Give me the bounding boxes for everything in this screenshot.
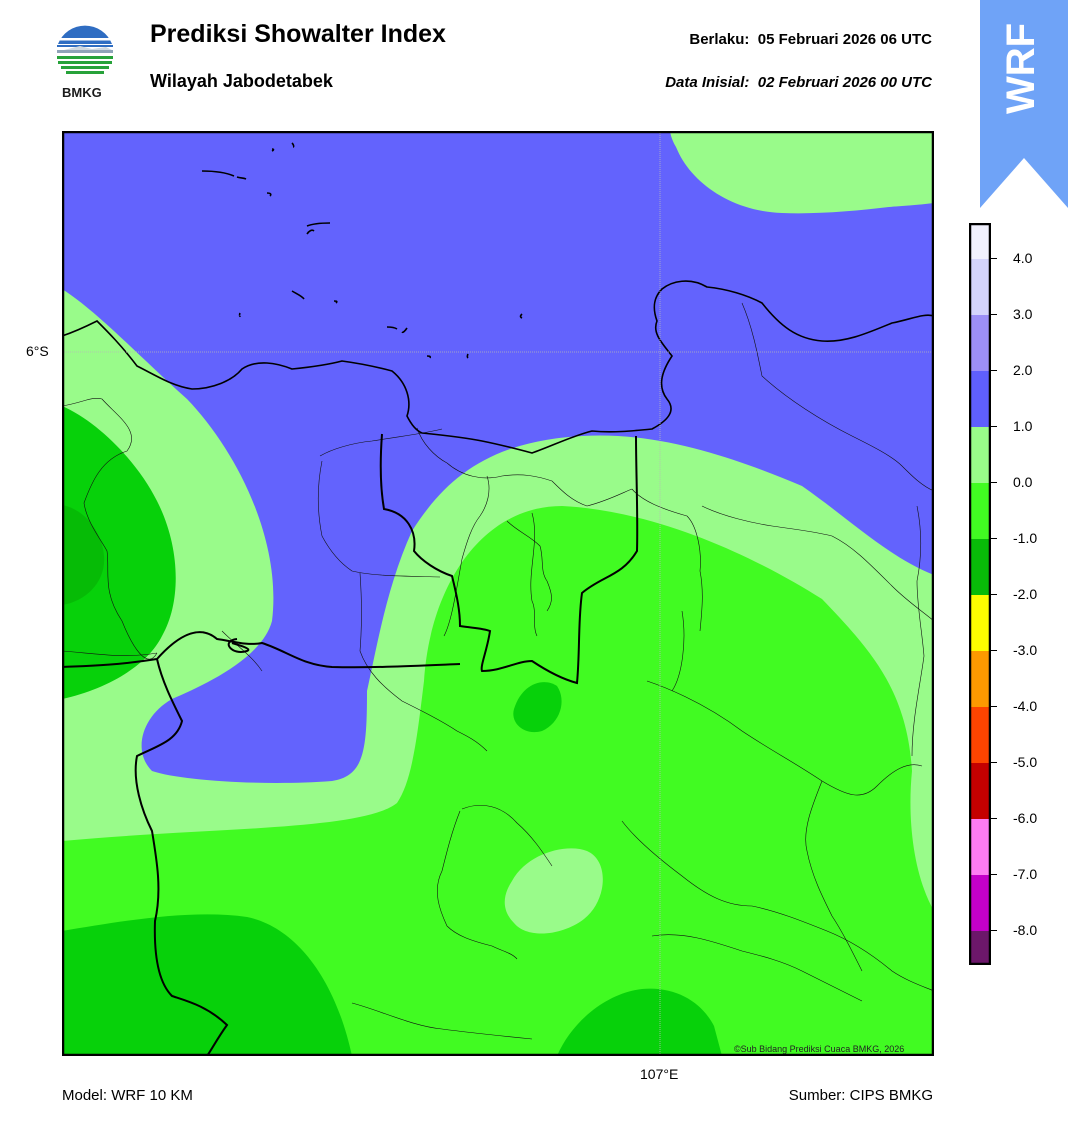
band-m2-m1-south	[62, 914, 352, 1056]
wrf-badge-shape	[980, 0, 1068, 208]
colorbar-segment	[969, 427, 991, 483]
colorbar-tick-mark	[991, 650, 997, 651]
colorbar-tick-mark	[991, 370, 997, 371]
colorbar-tick-label: -2.0	[1013, 586, 1038, 602]
colorbar-tick-mark	[991, 258, 997, 259]
colorbar-tick-mark	[991, 706, 997, 707]
colorbar-tick-label: -6.0	[1013, 810, 1038, 826]
colorbar-segment	[969, 651, 991, 707]
valid-label: Berlaku:	[689, 31, 750, 48]
colorbar-tick-mark	[991, 594, 997, 595]
colorbar-tick-label: -3.0	[1013, 642, 1038, 658]
colorbar-segment	[969, 595, 991, 651]
province-borders	[62, 433, 639, 1056]
colorbar-tick-label: -1.0	[1013, 530, 1038, 546]
colorbar-tick-mark	[991, 538, 997, 539]
colorbar	[969, 223, 991, 965]
colorbar-segment	[969, 707, 991, 763]
band-m2-m1-southcenter	[557, 988, 722, 1056]
band-m2-m1-west	[62, 406, 176, 699]
page-subtitle: Wilayah Jabodetabek	[150, 71, 333, 91]
colorbar-segment	[969, 819, 991, 875]
init-value: 02 Februari 2026 00 UTC	[757, 74, 932, 91]
colorbar-tick-label: -4.0	[1013, 698, 1038, 714]
colorbar-tick-mark	[991, 314, 997, 315]
band-0-1-topright	[670, 131, 934, 208]
coastline	[62, 280, 934, 454]
colorbar-tick-label: -8.0	[1013, 922, 1038, 938]
valid-value: 05 Februari 2026 06 UTC	[757, 31, 932, 48]
colorbar-segment	[969, 483, 991, 539]
colorbar-frame	[969, 223, 991, 965]
colorbar-tick-label: 3.0	[1013, 306, 1033, 322]
colorbar-tick-mark	[991, 930, 997, 931]
model-label: Model: WRF 10 KM	[62, 1087, 193, 1104]
colorbar-tick-mark	[991, 762, 997, 763]
colorbar-tick-mark	[991, 818, 997, 819]
band-m2-m1-central	[513, 682, 562, 733]
colorbar-segment	[969, 931, 991, 965]
showalter-map	[62, 131, 934, 1056]
colorbar-tick-label: 2.0	[1013, 362, 1033, 378]
colorbar-tick-label: 0.0	[1013, 474, 1033, 490]
bmkg-logo-text: BMKG	[62, 85, 102, 100]
map-frame	[62, 131, 934, 1056]
copyright-text: ©Sub Bidang Prediksi Cuaca BMKG, 2026	[734, 1044, 905, 1054]
colorbar-segment	[969, 539, 991, 595]
colorbar-tick-mark	[991, 426, 997, 427]
colorbar-segment	[969, 223, 991, 259]
wrf-badge: WRF	[999, 23, 1043, 114]
init-label: Data Inisial:	[665, 74, 750, 91]
colorbar-segment	[969, 315, 991, 371]
colorbar-tick-mark	[991, 482, 997, 483]
colorbar-tick-label: 1.0	[1013, 418, 1033, 434]
colorbar-tick-mark	[991, 874, 997, 875]
colorbar-segment	[969, 259, 991, 315]
colorbar-segment	[969, 763, 991, 819]
band-m3-m2-west	[62, 505, 105, 605]
wrf-badge-text: WRF	[999, 23, 1043, 114]
colorbar-tick-label: -5.0	[1013, 754, 1038, 770]
colorbar-tick-label: 4.0	[1013, 250, 1033, 266]
initial-data-time: Data Inisial: 02 Februari 2026 00 UTC	[665, 74, 932, 91]
band-0-1-patch	[504, 848, 603, 934]
page-title: Prediksi Showalter Index	[150, 20, 446, 48]
valid-time: Berlaku: 05 Februari 2026 06 UTC	[689, 31, 932, 48]
colorbar-segment	[969, 875, 991, 931]
wrf-badge-icon	[980, 0, 1068, 208]
bmkg-logo-icon	[56, 24, 114, 82]
colorbar-segment	[969, 371, 991, 427]
islands	[201, 142, 523, 359]
longitude-label: 107°E	[640, 1066, 679, 1082]
latitude-label: 6°S	[26, 343, 49, 359]
band-1-2-main	[62, 131, 934, 783]
colorbar-tick-label: -7.0	[1013, 866, 1038, 882]
source-label: Sumber: CIPS BMKG	[788, 1087, 933, 1104]
district-boundaries	[62, 302, 934, 1040]
